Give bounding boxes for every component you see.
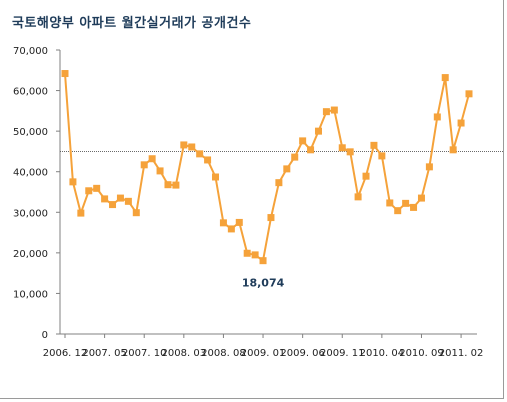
data-point	[394, 207, 402, 215]
data-point	[235, 218, 243, 226]
data-point	[314, 127, 322, 135]
data-point	[386, 199, 394, 207]
data-point	[283, 165, 291, 173]
data-point	[188, 143, 196, 151]
series-group	[61, 70, 473, 265]
data-point	[219, 219, 227, 227]
data-point	[61, 70, 69, 78]
data-point	[330, 106, 338, 114]
data-point	[69, 178, 77, 186]
data-point	[425, 163, 433, 171]
y-tick-label: 10,000	[13, 289, 48, 300]
y-tick-label: 30,000	[13, 208, 48, 219]
data-point	[338, 144, 346, 152]
data-point	[251, 251, 259, 259]
data-point	[457, 119, 465, 127]
data-point	[164, 181, 172, 189]
data-point	[346, 148, 354, 156]
data-point	[299, 137, 307, 145]
data-point	[101, 195, 109, 203]
data-point	[85, 187, 93, 195]
series-line	[64, 73, 470, 262]
data-point	[148, 155, 156, 163]
data-point	[116, 194, 124, 202]
data-point	[322, 108, 330, 116]
data-point	[259, 257, 267, 265]
data-point	[227, 225, 235, 233]
labels-group: 18,074	[242, 277, 285, 290]
y-tick-label: 50,000	[13, 127, 48, 138]
y-tick-label: 40,000	[13, 168, 48, 179]
x-tick-label: 2006. 12	[43, 348, 88, 359]
y-tick-label: 70,000	[13, 46, 48, 57]
x-tick-label: 2008. 08	[201, 348, 246, 359]
axes: 0 10,000 20,000 30,000 40,000 50,000 60,000 70,…	[13, 46, 483, 359]
data-point	[433, 113, 441, 121]
data-point	[362, 172, 370, 180]
data-point	[402, 199, 410, 207]
data-point	[417, 194, 425, 202]
x-tick-label: 2008. 03	[162, 348, 207, 359]
data-point	[465, 90, 473, 98]
x-tick-label: 2009. 11	[320, 348, 365, 359]
data-point	[449, 146, 457, 154]
y-tick-label: 0	[42, 330, 48, 341]
data-point	[109, 201, 117, 209]
data-point	[307, 146, 315, 154]
data-point	[172, 181, 180, 189]
data-point	[441, 74, 449, 82]
data-point	[291, 153, 299, 161]
data-point	[204, 156, 212, 164]
data-point	[378, 152, 386, 160]
data-point	[77, 209, 85, 217]
data-point	[370, 141, 378, 149]
data-point	[180, 141, 188, 149]
data-point	[275, 179, 283, 187]
data-point	[212, 173, 220, 181]
x-tick-label: 2007. 05	[82, 348, 127, 359]
data-point	[140, 161, 148, 169]
x-tick-label: 2010. 04	[360, 348, 405, 359]
data-point	[354, 193, 362, 201]
x-tick-label: 2009. 01	[241, 348, 286, 359]
data-point	[243, 249, 251, 257]
x-tick-label: 2009. 06	[280, 348, 325, 359]
data-point	[124, 197, 132, 205]
data-point	[132, 209, 140, 217]
data-point	[267, 214, 275, 222]
data-point	[156, 167, 164, 175]
y-tick-label: 60,000	[13, 87, 48, 98]
x-tick-label: 2010. 09	[399, 348, 444, 359]
y-tick-label: 20,000	[13, 249, 48, 260]
data-point	[196, 150, 204, 158]
x-tick-label: 2007. 10	[122, 348, 167, 359]
data-label-min: 18,074	[242, 277, 285, 290]
data-point	[410, 203, 418, 211]
chart-title: 국토해양부 아파트 월간실거래가 공개건수	[12, 16, 252, 31]
x-tick-label: 2011. 02	[439, 348, 484, 359]
data-point	[93, 184, 101, 192]
